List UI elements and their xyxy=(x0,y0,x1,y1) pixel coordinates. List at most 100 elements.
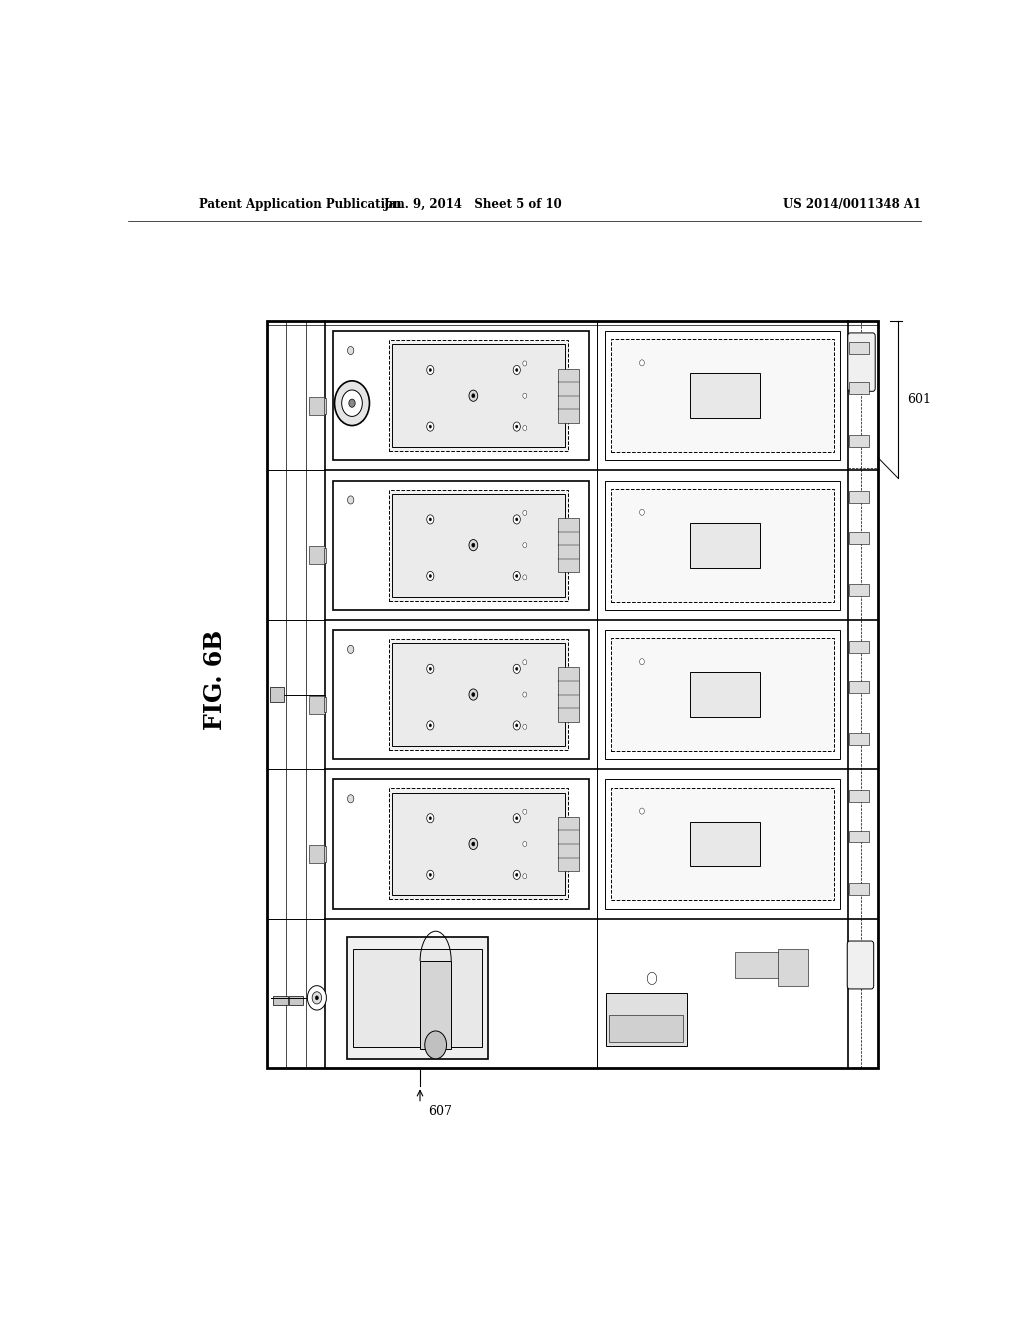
Circle shape xyxy=(347,795,354,803)
Bar xyxy=(324,399,326,413)
Bar xyxy=(420,961,452,1049)
Circle shape xyxy=(523,511,526,515)
Circle shape xyxy=(513,813,520,822)
Bar xyxy=(849,734,869,746)
FancyBboxPatch shape xyxy=(848,333,876,391)
Circle shape xyxy=(523,393,526,399)
Circle shape xyxy=(515,874,518,876)
Circle shape xyxy=(315,995,318,999)
Circle shape xyxy=(427,664,434,673)
Circle shape xyxy=(523,543,526,548)
Circle shape xyxy=(347,496,354,504)
Bar xyxy=(324,697,326,713)
Bar xyxy=(392,643,565,746)
Bar xyxy=(777,949,808,986)
Circle shape xyxy=(523,660,526,665)
Bar xyxy=(558,668,579,722)
Text: Patent Application Publication: Patent Application Publication xyxy=(200,198,402,211)
Circle shape xyxy=(429,723,431,727)
Bar xyxy=(605,630,840,759)
Bar xyxy=(392,494,565,597)
Circle shape xyxy=(427,721,434,730)
Bar xyxy=(353,949,481,1047)
Circle shape xyxy=(640,360,644,366)
Bar xyxy=(558,517,579,573)
Circle shape xyxy=(427,422,434,432)
Circle shape xyxy=(523,425,526,430)
Bar xyxy=(735,952,798,978)
Bar xyxy=(333,480,589,610)
Circle shape xyxy=(429,668,431,671)
Bar xyxy=(324,548,326,564)
Bar xyxy=(389,490,568,601)
Circle shape xyxy=(515,723,518,727)
Circle shape xyxy=(427,572,434,581)
Circle shape xyxy=(347,346,354,355)
Circle shape xyxy=(469,838,478,850)
Text: US 2014/0011348 A1: US 2014/0011348 A1 xyxy=(782,198,921,211)
Circle shape xyxy=(342,389,362,416)
Text: Jan. 9, 2014   Sheet 5 of 10: Jan. 9, 2014 Sheet 5 of 10 xyxy=(384,198,562,211)
Circle shape xyxy=(523,841,526,846)
Text: 607: 607 xyxy=(428,1105,452,1118)
Bar xyxy=(273,997,288,1006)
Circle shape xyxy=(427,366,434,375)
Bar xyxy=(346,937,488,1059)
Bar xyxy=(849,883,869,895)
Bar xyxy=(605,779,840,908)
Bar xyxy=(392,345,565,447)
Circle shape xyxy=(429,368,431,371)
Bar xyxy=(849,681,869,693)
Bar xyxy=(605,480,840,610)
Circle shape xyxy=(640,510,644,515)
Bar xyxy=(389,341,568,451)
Bar xyxy=(333,779,589,908)
Bar xyxy=(849,532,869,544)
Bar xyxy=(389,788,568,899)
Bar xyxy=(308,845,325,863)
Circle shape xyxy=(515,668,518,671)
Circle shape xyxy=(513,422,520,432)
Bar xyxy=(267,321,878,1068)
Bar xyxy=(558,368,579,422)
Circle shape xyxy=(312,991,322,1005)
Bar xyxy=(609,1015,683,1041)
Bar xyxy=(689,374,760,418)
Circle shape xyxy=(427,870,434,879)
Circle shape xyxy=(513,870,520,879)
Bar xyxy=(689,523,760,568)
Bar xyxy=(611,339,834,453)
Bar xyxy=(389,639,568,750)
Bar xyxy=(269,688,285,702)
Bar xyxy=(689,672,760,717)
Bar xyxy=(308,696,325,714)
Bar xyxy=(333,630,589,759)
Circle shape xyxy=(515,817,518,820)
Bar xyxy=(308,546,325,565)
Bar xyxy=(849,791,869,803)
Bar xyxy=(849,640,869,652)
Circle shape xyxy=(515,574,518,578)
Circle shape xyxy=(513,515,520,524)
Circle shape xyxy=(349,399,355,408)
Bar xyxy=(849,583,869,595)
Bar xyxy=(558,817,579,871)
Circle shape xyxy=(472,393,475,397)
Circle shape xyxy=(513,664,520,673)
Circle shape xyxy=(515,517,518,521)
Bar xyxy=(849,434,869,446)
Bar xyxy=(849,491,869,503)
Text: 601: 601 xyxy=(907,393,931,407)
Circle shape xyxy=(429,517,431,521)
Circle shape xyxy=(523,725,526,730)
Bar xyxy=(849,383,869,395)
Circle shape xyxy=(429,817,431,820)
Circle shape xyxy=(513,366,520,375)
Circle shape xyxy=(523,576,526,579)
Bar xyxy=(611,488,834,602)
FancyBboxPatch shape xyxy=(847,941,873,989)
Bar xyxy=(611,788,834,900)
Circle shape xyxy=(472,693,475,697)
Bar xyxy=(605,331,840,461)
Bar xyxy=(324,846,326,862)
